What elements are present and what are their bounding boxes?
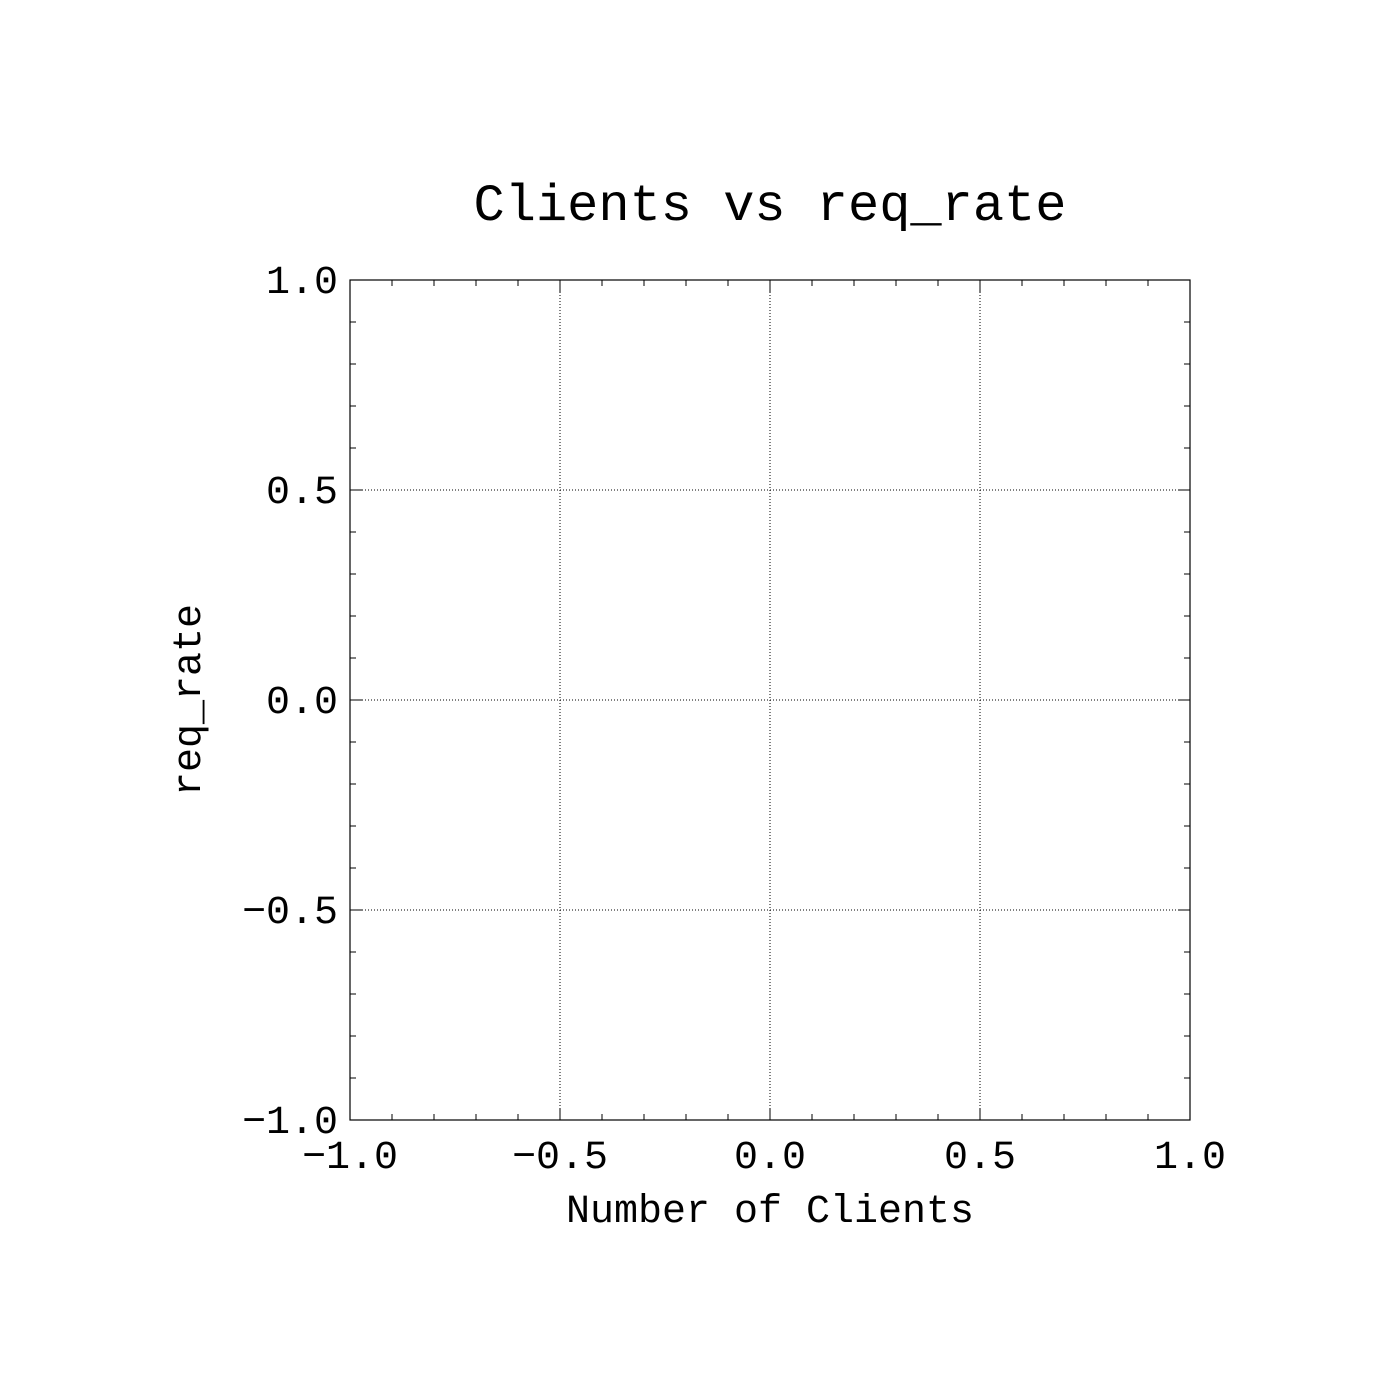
y-tick-label: −0.5 [242, 891, 338, 936]
y-tick-label: 1.0 [266, 261, 338, 306]
x-tick-label: −1.0 [302, 1136, 398, 1181]
x-tick-label: −0.5 [512, 1136, 608, 1181]
x-axis-label: Number of Clients [566, 1190, 974, 1235]
y-tick-label: 0.5 [266, 471, 338, 516]
x-tick-label: 0.0 [734, 1136, 806, 1181]
plot-frame [349, 279, 1191, 1121]
axis-ticks [349, 279, 1191, 1121]
x-tick-label: 0.5 [944, 1136, 1016, 1181]
y-tick-label: −1.0 [242, 1101, 338, 1146]
y-axis-label: req_rate [168, 604, 213, 796]
y-tick-labels: −1.0 −0.5 0.0 0.5 1.0 [242, 261, 338, 1146]
grid-lines [350, 280, 1190, 1120]
x-tick-labels: −1.0 −0.5 0.0 0.5 1.0 [302, 1136, 1226, 1181]
chart-title: Clients vs req_rate [474, 177, 1067, 236]
y-tick-label: 0.0 [266, 681, 338, 726]
x-tick-label: 1.0 [1154, 1136, 1226, 1181]
